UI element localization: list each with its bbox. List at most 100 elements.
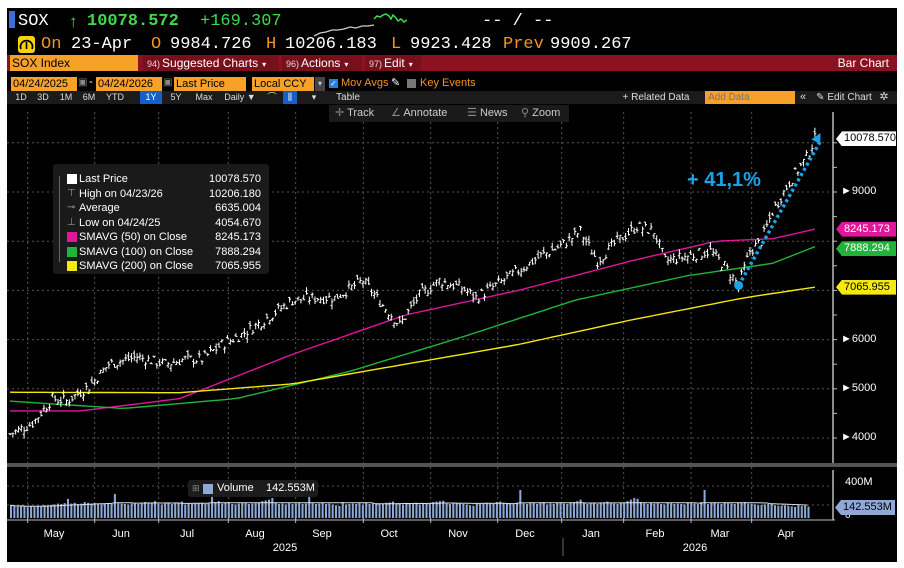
crosshair-icon: ✛ xyxy=(335,107,345,119)
frequency-selector[interactable]: Daily ▼ xyxy=(224,92,256,102)
pencil-icon[interactable]: ✎ xyxy=(391,77,401,89)
actions-menu[interactable]: 96) Actions ▾ xyxy=(282,55,362,71)
chevron-down-icon: ▾ xyxy=(344,60,349,69)
price-bar xyxy=(545,252,549,259)
volume-bar xyxy=(268,499,271,518)
field-selector[interactable]: Last Price xyxy=(174,77,246,91)
volume-bar xyxy=(311,503,314,518)
expand-icon[interactable]: ⊞ xyxy=(192,483,200,493)
price-bar xyxy=(697,247,701,251)
gauge-icon[interactable] xyxy=(18,36,35,53)
volume-bar xyxy=(338,506,341,518)
volume-bar xyxy=(130,503,133,518)
price-bar xyxy=(570,237,574,246)
price-bar xyxy=(550,242,554,251)
start-date-field[interactable]: 04/24/2025 xyxy=(11,77,77,91)
volume-bar xyxy=(83,502,86,518)
sparkline-today xyxy=(373,13,407,23)
volume-bar xyxy=(405,503,408,518)
price-bar xyxy=(257,319,261,329)
volume-bar xyxy=(378,504,381,518)
price-bar xyxy=(804,149,808,157)
volume-bar xyxy=(56,503,59,518)
chart-style-dropdown-icon[interactable]: ▾ xyxy=(311,92,317,102)
period-max[interactable]: Max xyxy=(195,92,213,102)
price-bar xyxy=(223,346,227,354)
last-price: 10078.572 xyxy=(87,12,179,31)
currency-selector[interactable]: Local CCY xyxy=(252,77,314,91)
volume-bar xyxy=(763,504,766,518)
period-1y[interactable]: 1Y xyxy=(140,91,162,104)
volume-bar xyxy=(375,503,378,518)
price-bar xyxy=(742,261,746,271)
price-bar xyxy=(793,166,797,170)
period-ytd[interactable]: YTD xyxy=(106,92,124,102)
key-events-checkbox[interactable] xyxy=(407,79,416,88)
edit-number: 97) xyxy=(369,59,383,69)
price-bar xyxy=(604,254,608,260)
volume-bar xyxy=(643,503,646,518)
price-bar xyxy=(477,298,481,304)
track-tool[interactable]: ✛ Track xyxy=(335,105,374,122)
related-data-button[interactable]: + Related Data xyxy=(622,92,690,103)
edit-chart-button[interactable]: ✎ Edit Chart xyxy=(813,91,875,104)
price-bar xyxy=(225,335,229,339)
volume-bar xyxy=(298,502,301,518)
volume-bar xyxy=(314,504,317,518)
volume-bar xyxy=(23,506,26,518)
line-chart-icon[interactable]: ⌒ xyxy=(267,92,277,102)
volume-bar xyxy=(613,503,616,518)
volume-bar xyxy=(593,503,596,518)
volume-bar xyxy=(408,503,411,518)
volume-bar xyxy=(773,505,776,518)
price-chart[interactable] xyxy=(7,8,897,562)
volume-bar xyxy=(43,505,46,518)
price-bar xyxy=(754,240,758,247)
calendar-icon[interactable]: ▣ xyxy=(78,77,88,88)
volume-bar xyxy=(348,504,351,518)
period-6m[interactable]: 6M xyxy=(82,92,96,102)
security-field[interactable]: SOX Index xyxy=(10,55,138,71)
volume-bar xyxy=(656,503,659,518)
end-date-field[interactable]: 04/24/2026 xyxy=(96,77,162,91)
price-bar xyxy=(42,404,46,412)
annotate-tool[interactable]: ∠ Annotate xyxy=(391,105,447,122)
bar-chart-icon[interactable]: ⫼ xyxy=(283,91,297,104)
legend-value: 4054.670 xyxy=(215,216,261,229)
gear-icon[interactable]: ✲ xyxy=(879,91,889,103)
news-tool[interactable]: ☰ News xyxy=(467,105,507,122)
volume-bar xyxy=(197,503,200,518)
volume-bar xyxy=(385,502,388,518)
add-data-input[interactable] xyxy=(705,91,795,104)
volume-bar xyxy=(13,506,16,518)
volume-bar xyxy=(750,504,753,518)
period-3d[interactable]: 3D xyxy=(37,92,49,102)
volume-bar xyxy=(180,501,183,518)
volume-bar xyxy=(646,504,649,518)
currency-dropdown-icon[interactable]: ▾ xyxy=(315,77,325,91)
calendar-icon[interactable]: ▣ xyxy=(163,77,173,88)
suggested-charts-menu[interactable]: 94) Suggested Charts ▾ xyxy=(143,55,279,71)
legend-value: 10206.180 xyxy=(209,187,261,200)
price-bars xyxy=(8,127,817,439)
table-button[interactable]: Table xyxy=(336,92,360,103)
volume-bar xyxy=(670,503,673,518)
volume-bar xyxy=(512,503,515,518)
volume-bar xyxy=(33,506,36,518)
edit-menu[interactable]: 97) Edit ▾ xyxy=(365,55,421,71)
period-5y[interactable]: 5Y xyxy=(170,92,182,102)
zoom-tool[interactable]: ⚲ Zoom xyxy=(521,105,560,122)
price-bar xyxy=(773,201,777,206)
collapse-icon[interactable]: « xyxy=(799,91,807,103)
price-bar xyxy=(73,394,77,400)
volume-bar xyxy=(546,504,549,518)
volume-bar xyxy=(281,503,284,518)
period-1m[interactable]: 1M xyxy=(59,92,73,102)
mov-avgs-label: Mov Avgs xyxy=(341,77,389,89)
period-1d[interactable]: 1D xyxy=(15,92,27,102)
mov-avgs-checkbox[interactable]: ✓ xyxy=(329,79,338,88)
legend-value: 7065.955 xyxy=(215,260,261,272)
volume-bar xyxy=(428,504,431,518)
volume-swatch xyxy=(203,484,213,494)
price-bar xyxy=(601,259,605,265)
